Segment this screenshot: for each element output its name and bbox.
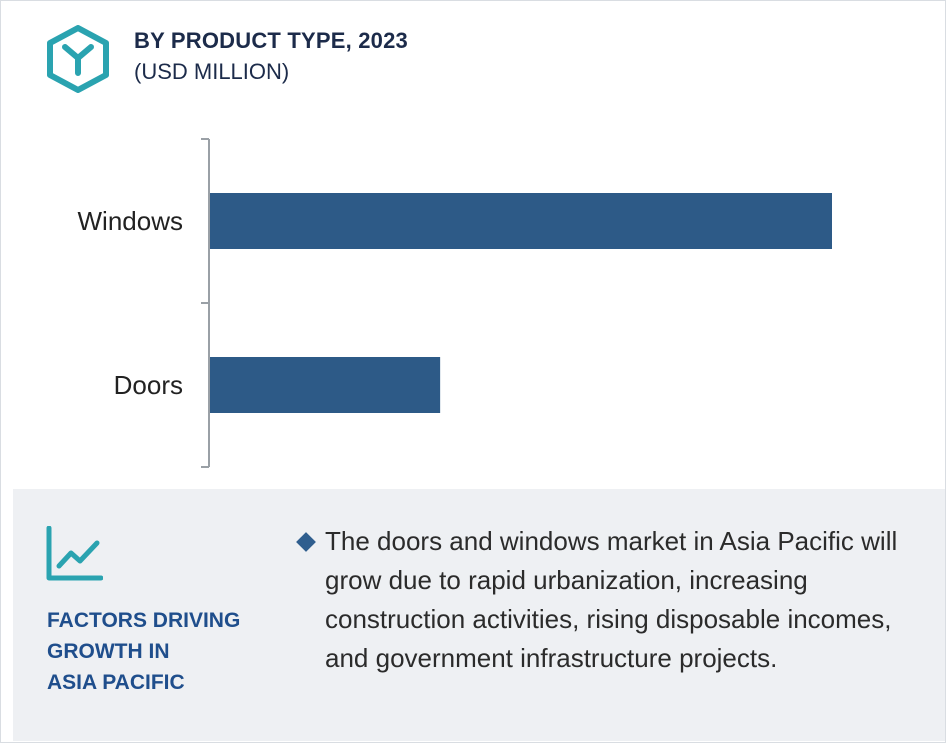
growth-factors-text: The doors and windows market in Asia Pac… — [325, 526, 898, 673]
chart-subtitle: (USD MILLION) — [134, 59, 290, 84]
factors-title-line: GROWTH IN — [47, 640, 170, 663]
chart-title: BY PRODUCT TYPE, 2023 — [134, 28, 408, 53]
product-cube-icon — [47, 25, 109, 93]
factors-title: FACTORS DRIVING GROWTH IN ASIA PACIFIC — [47, 605, 277, 698]
bar-windows — [210, 193, 832, 249]
factors-title-line: FACTORS DRIVING — [47, 609, 241, 632]
factors-title-line: ASIA PACIFIC — [47, 671, 185, 694]
bullet-diamond-icon — [296, 532, 316, 552]
factors-panel: FACTORS DRIVING GROWTH IN ASIA PACIFIC T… — [13, 489, 945, 741]
category-label-doors: Doors — [114, 370, 183, 400]
bar-chart: Windows Doors — [78, 138, 832, 468]
category-label-windows: Windows — [78, 206, 183, 236]
trend-chart-icon — [46, 526, 103, 581]
bar-doors — [210, 357, 441, 413]
